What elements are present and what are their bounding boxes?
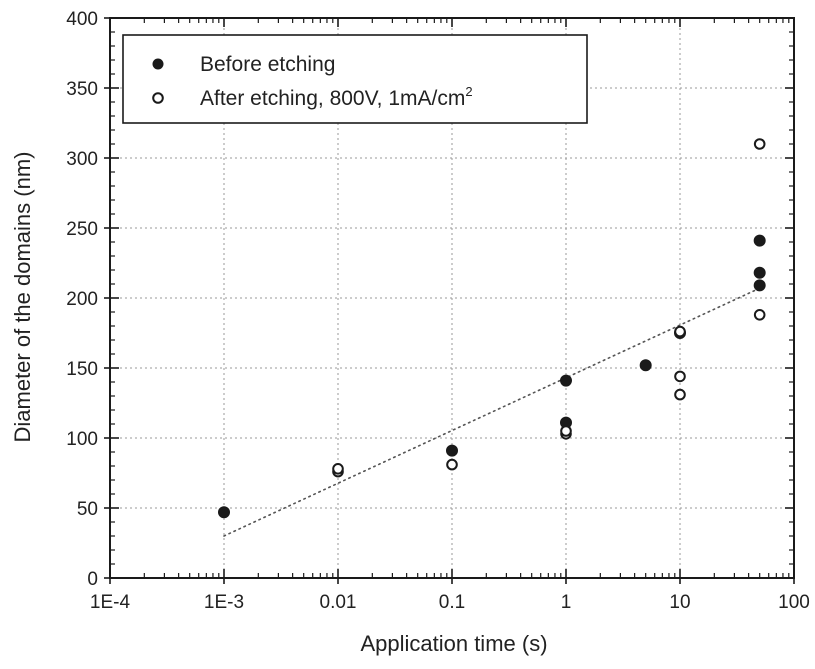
y-tick-label: 400 (66, 9, 98, 30)
x-tick-label: 0.01 (320, 592, 357, 613)
y-tick-label: 150 (66, 359, 98, 380)
data-point-after-etching (332, 463, 344, 475)
data-point-before-etching (639, 359, 652, 372)
data-point-after-etching (446, 458, 458, 471)
legend-label-before-etching: Before etching (200, 53, 335, 76)
x-tick-label: 1E-3 (204, 592, 244, 613)
x-tick-label: 1E-4 (90, 592, 131, 613)
legend: Before etching After etching, 800V, 1mA/c… (122, 34, 588, 124)
data-point-after-etching (674, 370, 686, 383)
data-point-after-etching (674, 325, 686, 338)
x-tick-label: 0.1 (439, 592, 465, 613)
y-tick-label: 50 (77, 499, 98, 520)
trendline-layer (223, 287, 761, 537)
y-tick-label: 200 (66, 289, 98, 310)
y-tick-label: 350 (66, 79, 98, 100)
data-point-after-etching (753, 309, 766, 321)
y-tick-label: 100 (66, 429, 98, 450)
x-tick-label: 100 (778, 592, 810, 613)
ticks-layer: 1E-4 1E-3 0.01 0.1 1 10 100 0 50 100 150 200 250 300 3… (66, 9, 810, 613)
x-tick-label: 10 (669, 592, 690, 613)
data-points-layer (218, 138, 766, 519)
legend-box (122, 34, 588, 124)
grid-layer (110, 18, 794, 578)
y-tick-label: 0 (87, 569, 98, 590)
y-tick-label: 250 (66, 219, 98, 240)
x-tick-label: 1 (561, 592, 572, 613)
legend-marker-after-etching (152, 92, 164, 104)
legend-superscript: 2 (465, 84, 472, 99)
trendline (223, 287, 761, 537)
y-axis-title: Diameter of the domains (nm) (10, 152, 35, 443)
data-point-before-etching (753, 234, 766, 247)
data-point-after-etching (560, 425, 572, 437)
data-point-after-etching (674, 388, 686, 401)
legend-marker-before-etching (152, 58, 164, 70)
x-axis-title: Application time (s) (360, 631, 547, 656)
legend-label-after-etching: After etching, 800V, 1mA/cm2 (200, 84, 473, 110)
data-point-before-etching (560, 374, 572, 387)
y-tick-label: 300 (66, 149, 98, 170)
data-point-after-etching (753, 138, 766, 150)
data-point-before-etching (218, 506, 230, 519)
data-point-before-etching (446, 444, 458, 457)
data-point-before-etching (753, 266, 766, 279)
data-point-before-etching (753, 279, 766, 292)
